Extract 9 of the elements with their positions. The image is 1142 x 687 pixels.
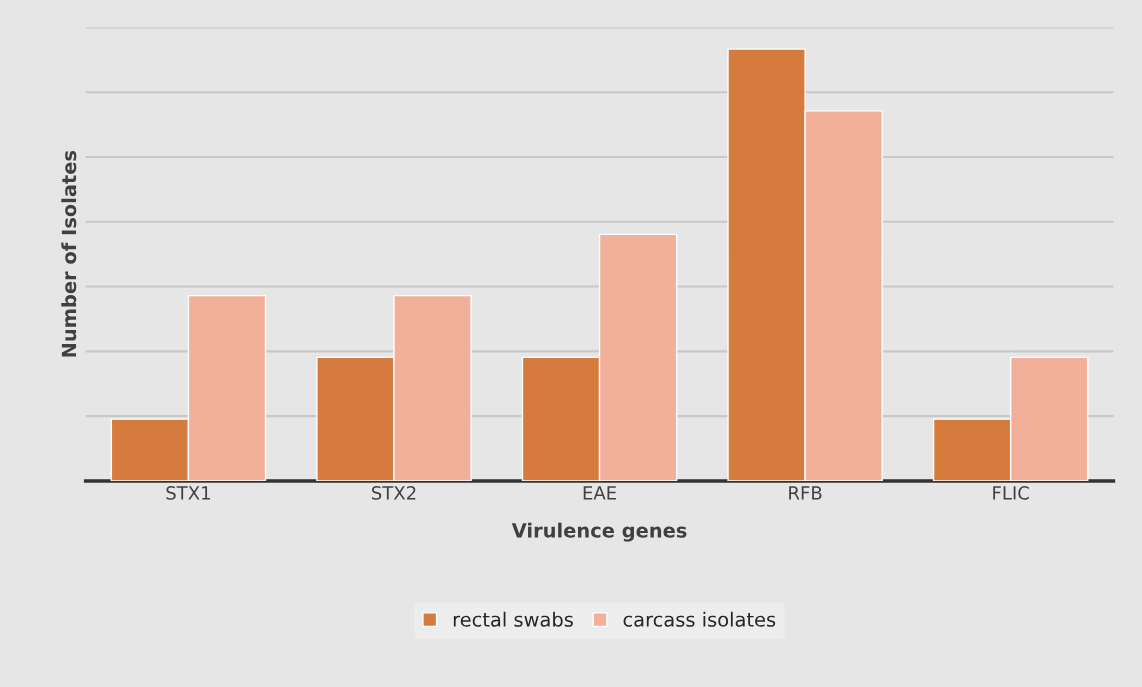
y-axis-title: Number of Isolates xyxy=(61,150,77,357)
x-tick-label: STX1 xyxy=(166,486,210,500)
x-tick-label: STX2 xyxy=(372,486,416,500)
x-tick-label: FLIC xyxy=(993,486,1029,500)
x-tick-label: EAE xyxy=(583,486,616,500)
legend-label: rectal swabs xyxy=(453,611,573,627)
legend-label: carcass isolates xyxy=(623,611,776,627)
x-tick-label: RFB xyxy=(789,486,822,500)
x-axis-title: Virulence genes xyxy=(511,522,687,542)
